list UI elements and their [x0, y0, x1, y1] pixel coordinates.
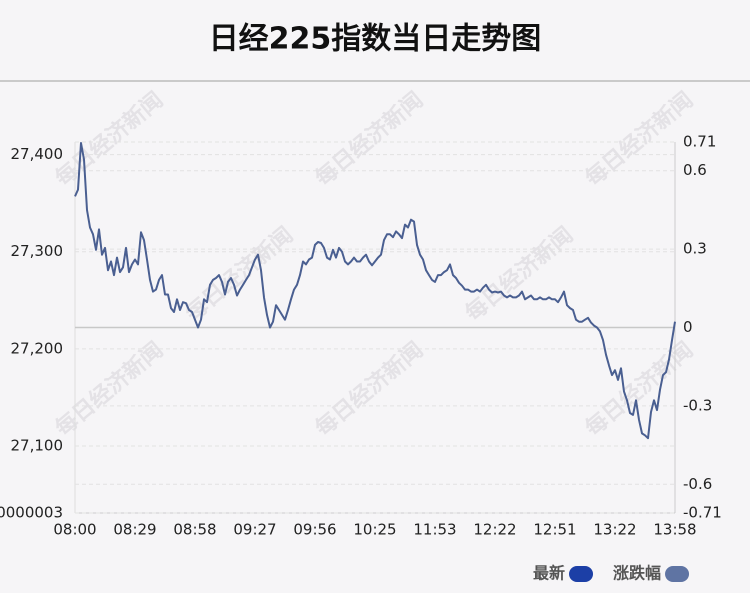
watermark: 每日经济新闻: [50, 87, 168, 192]
y2-tick-label: 0.6: [683, 161, 707, 179]
y2-tick-label: 0: [683, 318, 693, 336]
x-tick-label: 10:25: [353, 521, 396, 539]
y-tick-label: 27,200: [11, 339, 64, 357]
price-line: [74, 142, 676, 440]
y2-tick-label: -0.3: [683, 396, 712, 414]
y-tick-label: 0000003: [0, 504, 63, 522]
legend-label: 涨跌幅: [613, 564, 661, 583]
y2-tick-label: 0.71: [683, 133, 716, 151]
watermark: 每日经济新闻: [310, 87, 428, 192]
watermark: 每日经济新闻: [50, 337, 168, 442]
x-tick-label: 12:22: [473, 521, 516, 539]
x-tick-label: 08:29: [113, 521, 156, 539]
y2-tick-label: -0.71: [683, 504, 722, 522]
x-tick-label: 12:51: [533, 521, 576, 539]
x-tick-label: 09:56: [293, 521, 336, 539]
x-tick-label: 13:58: [653, 521, 696, 539]
watermark: 每日经济新闻: [580, 87, 698, 192]
y-tick-label: 27,100: [11, 436, 64, 454]
y-tick-label: 27,300: [11, 242, 64, 260]
x-tick-label: 11:53: [413, 521, 456, 539]
chart-title: 日经225指数当日走势图: [209, 22, 542, 57]
y2-tick-label: -0.6: [683, 475, 712, 493]
y-tick-label: 27,400: [11, 145, 64, 163]
legend-label: 最新: [533, 564, 565, 583]
legend-swatch: [569, 566, 594, 582]
y2-tick-label: 0.3: [683, 240, 707, 258]
x-tick-label: 08:58: [173, 521, 216, 539]
watermark: 每日经济新闻: [310, 337, 428, 442]
x-tick-label: 13:22: [593, 521, 636, 539]
x-tick-label: 09:27: [233, 521, 276, 539]
legend-swatch: [665, 566, 690, 582]
x-tick-label: 08:00: [53, 521, 96, 539]
watermark: 每日经济新闻: [460, 222, 578, 327]
